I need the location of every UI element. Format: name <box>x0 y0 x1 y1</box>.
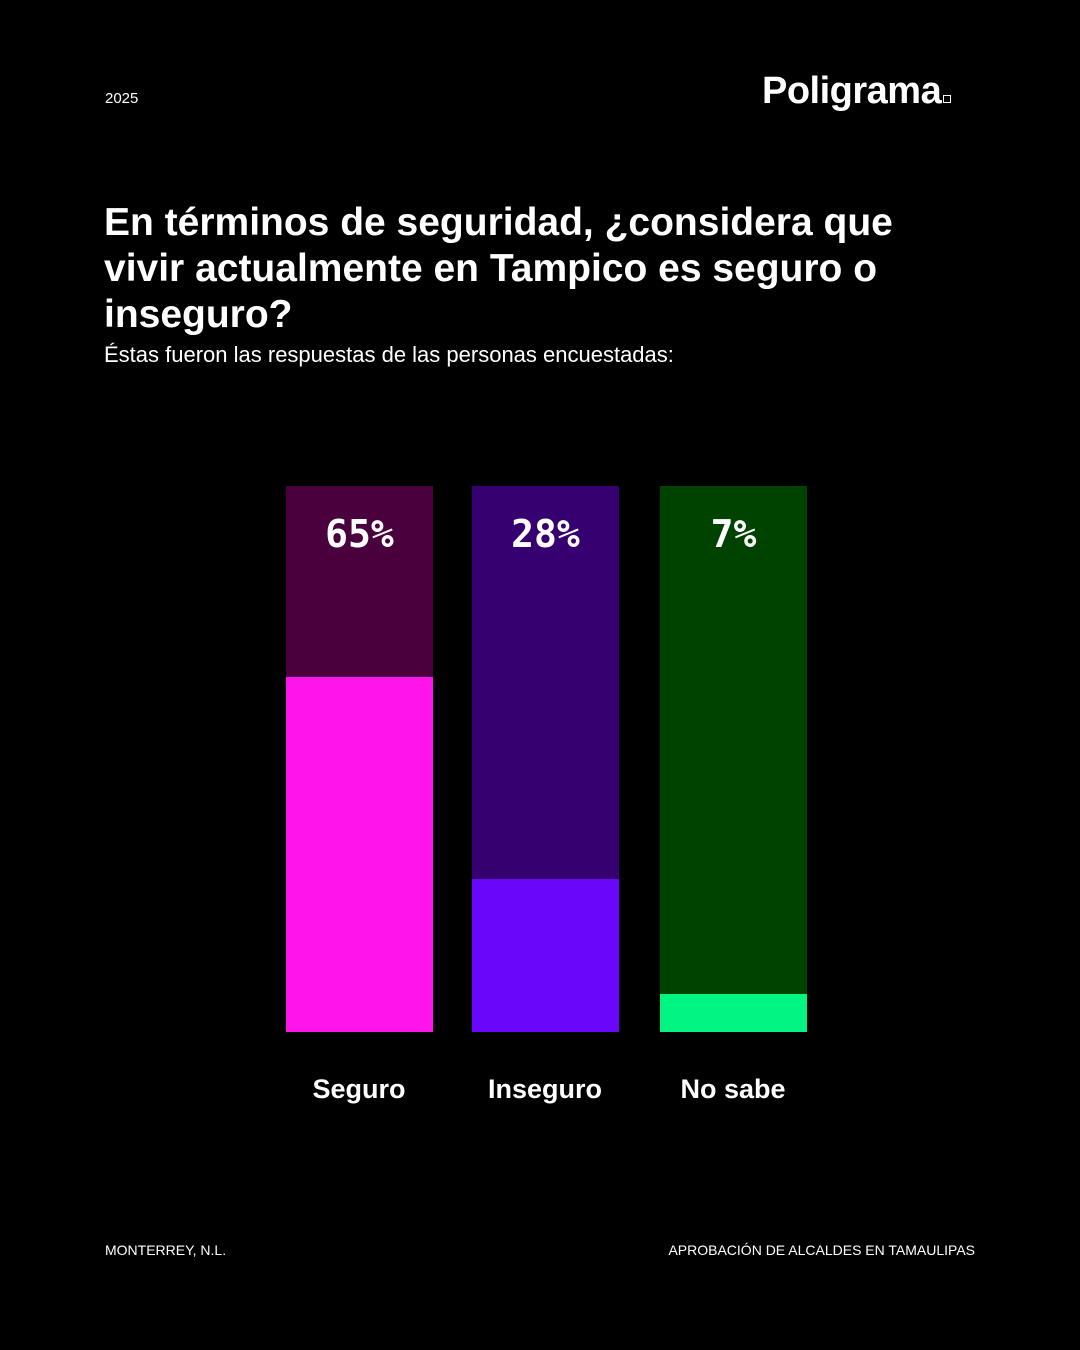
chart-subtitle: Éstas fueron las respuestas de las perso… <box>104 342 674 367</box>
category-label: Seguro <box>312 1074 406 1104</box>
footer-location: MONTERREY, N.L. <box>105 1242 227 1258</box>
footer-topic: APROBACIÓN DE ALCALDES EN TAMAULIPAS <box>668 1242 975 1258</box>
bar-track-0: 65% <box>286 486 433 1032</box>
brand-logo: Poligrama <box>762 70 952 113</box>
bar-inseguro <box>472 879 619 1032</box>
data-label: 7% <box>710 512 757 556</box>
data-label: 28% <box>511 512 580 556</box>
bar-no-sabe <box>660 993 807 1032</box>
bar-seguro <box>286 677 433 1032</box>
bar-track-1: 28% <box>472 486 619 1032</box>
year-label: 2025 <box>105 90 139 107</box>
data-label: 65% <box>325 512 394 556</box>
logo-text: Poligrama <box>762 70 942 112</box>
chart-title: En términos de seguridad, ¿considera que… <box>104 201 893 336</box>
category-label: No sabe <box>680 1074 786 1104</box>
bar-track-2: 7% <box>660 486 807 1032</box>
category-label: Inseguro <box>487 1074 602 1104</box>
logo-dot-icon <box>943 95 952 103</box>
